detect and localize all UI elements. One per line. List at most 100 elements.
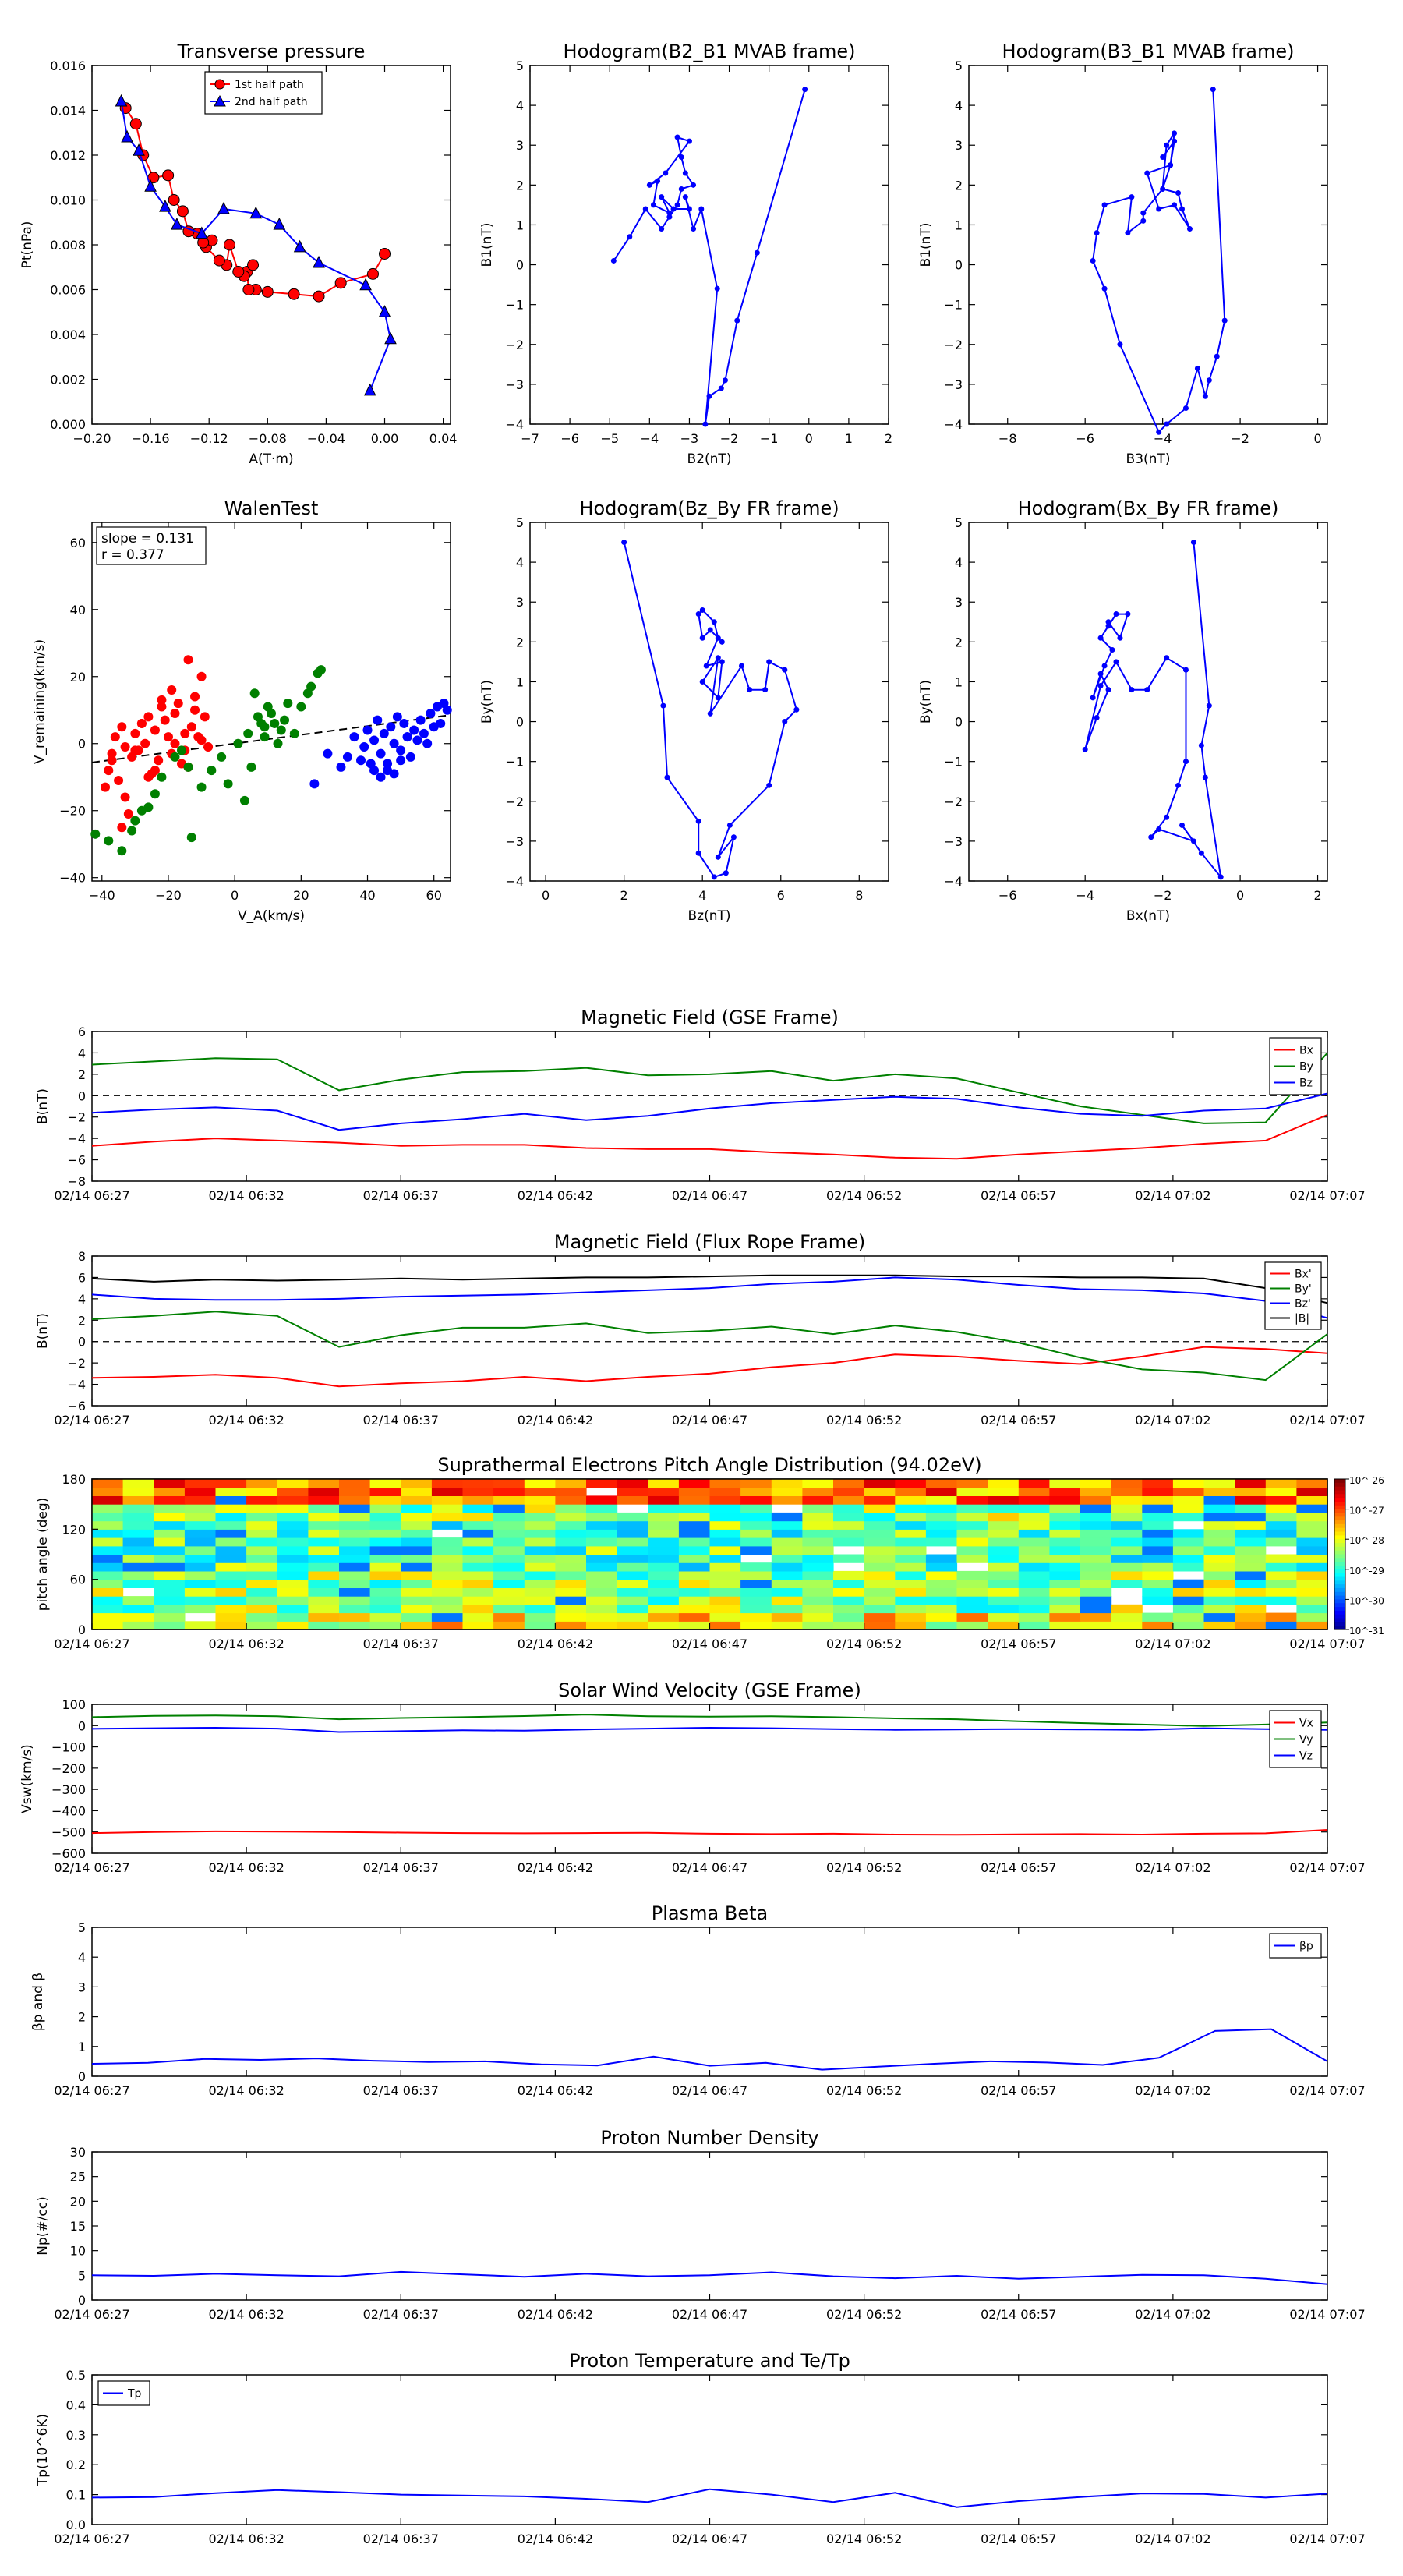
- pad-heatmap-cell: [648, 1487, 680, 1496]
- h4-hodogram-point: [1144, 687, 1150, 693]
- pad-heatmap-cell: [184, 1545, 217, 1555]
- mag_fr-xtick-label: 02/14 06:52: [826, 1413, 902, 1428]
- pad-heatmap-cell: [740, 1579, 772, 1588]
- walen-point-series-0: [140, 738, 150, 748]
- pad-heatmap-cell: [1142, 1562, 1174, 1572]
- mag_fr-legend-label: Bz': [1295, 1298, 1311, 1311]
- pad-heatmap-cell: [1265, 1612, 1297, 1622]
- pad-colorbar-segment: [1334, 1576, 1345, 1581]
- h3-hodogram-point: [664, 774, 670, 780]
- walen-ylabel: V_remaining(km/s): [32, 639, 48, 764]
- pad-colorbar-segment: [1334, 1502, 1345, 1506]
- pad-heatmap-cell: [586, 1529, 618, 1538]
- h2-ytick-label: 3: [955, 138, 963, 153]
- walen-point-series-1: [186, 833, 196, 843]
- pad-heatmap-cell: [308, 1621, 340, 1630]
- pad-heatmap-cell: [1265, 1512, 1297, 1522]
- pad-heatmap-cell: [524, 1562, 556, 1572]
- pad-heatmap-cell: [308, 1487, 340, 1496]
- pad-heatmap-cell: [956, 1596, 988, 1605]
- pad-colorbar-segment: [1334, 1498, 1345, 1502]
- pad-colorbar-segment: [1334, 1610, 1345, 1615]
- pad-heatmap-cell: [956, 1587, 988, 1597]
- h1-hodogram-point: [802, 87, 808, 93]
- tp_temp-xtick-label: 02/14 06:57: [981, 2532, 1056, 2546]
- pad-heatmap-cell: [1111, 1537, 1143, 1547]
- h1-hodogram-point: [706, 393, 712, 399]
- pad-heatmap-cell: [678, 1537, 711, 1547]
- tp_temp-ytick-label: 0.4: [66, 2397, 86, 2412]
- pad-heatmap-cell: [771, 1604, 803, 1614]
- h1-hodogram-point: [678, 154, 684, 161]
- pad-heatmap-cell: [1049, 1529, 1081, 1538]
- h3-ytick-label: −3: [505, 834, 524, 849]
- h1-xtick-label: −4: [641, 431, 659, 446]
- pad-heatmap-cell: [709, 1504, 741, 1513]
- pad-heatmap-cell: [1049, 1537, 1081, 1547]
- vsw-legend-label: Vz: [1299, 1750, 1313, 1763]
- mag_fr-title: Magnetic Field (Flux Rope Frame): [554, 1231, 865, 1253]
- pad-heatmap-cell: [1142, 1554, 1174, 1563]
- pad-heatmap-cell: [431, 1596, 464, 1605]
- pad-heatmap-cell: [154, 1512, 186, 1522]
- pad-heatmap-cell: [1142, 1587, 1174, 1597]
- pad-heatmap-cell: [617, 1512, 648, 1522]
- h3-ytick-label: 0: [516, 715, 524, 730]
- pad-colorbar-segment: [1334, 1550, 1345, 1555]
- pad-heatmap-cell: [493, 1520, 525, 1530]
- pad-heatmap-cell: [154, 1495, 186, 1505]
- vsw-ytick-label: −600: [51, 1846, 86, 1861]
- pad-heatmap-cell: [555, 1570, 587, 1580]
- pad-heatmap-cell: [1265, 1520, 1297, 1530]
- h2-hodogram-point: [1129, 194, 1135, 200]
- pad-heatmap-cell: [956, 1495, 988, 1505]
- pad-heatmap-cell: [215, 1479, 247, 1488]
- mag_gse-legend-label: Bx: [1299, 1045, 1313, 1057]
- mag_fr-ytick-label: −4: [67, 1378, 86, 1392]
- pad-heatmap-cell: [369, 1520, 401, 1530]
- h3-ytick-label: 1: [516, 674, 524, 689]
- h2-ytick-label: 4: [955, 98, 963, 113]
- mag_gse-xtick-label: 02/14 06:42: [518, 1188, 593, 1203]
- pad-heatmap-cell: [401, 1495, 433, 1505]
- beta-xtick-label: 02/14 07:07: [1289, 2083, 1365, 2098]
- pad-heatmap-cell: [493, 1495, 525, 1505]
- tp-point-first-half: [366, 267, 379, 280]
- pad-heatmap-cell: [339, 1612, 371, 1622]
- pad-heatmap-cell: [740, 1587, 772, 1597]
- pad-heatmap-cell: [1235, 1587, 1267, 1597]
- pad-heatmap-cell: [1080, 1579, 1112, 1588]
- pad-heatmap-cell: [369, 1596, 401, 1605]
- pad-heatmap-cell: [1111, 1545, 1143, 1555]
- np-xtick-label: 02/14 06:57: [981, 2307, 1056, 2322]
- walen-point-series-0: [196, 671, 207, 681]
- pad-heatmap-cell: [92, 1621, 124, 1630]
- pad-heatmap-cell: [1142, 1596, 1174, 1605]
- pad-heatmap-cell: [925, 1504, 958, 1513]
- tp-xtick-label: −0.12: [190, 431, 228, 446]
- pad-heatmap-cell: [1172, 1604, 1205, 1614]
- walen-point-series-2: [379, 728, 389, 738]
- mag_gse-plot-area: [91, 1031, 1328, 1182]
- tp-plot-area: [91, 65, 451, 425]
- mag_gse-legend-label: Bz: [1299, 1077, 1313, 1090]
- h1-ytick-label: 4: [516, 98, 524, 113]
- pad-xtick-label: 02/14 06:27: [54, 1637, 129, 1651]
- np-ytick-label: 30: [70, 2145, 86, 2160]
- h4-hodogram-point: [1175, 782, 1182, 788]
- beta-ytick-label: 2: [78, 2010, 86, 2025]
- tp-point-first-half: [162, 169, 175, 182]
- pad-colorbar-segment: [1334, 1543, 1345, 1548]
- pad-colorbar-segment: [1334, 1599, 1345, 1604]
- h1-hodogram-point: [663, 170, 669, 176]
- pad-colorbar-segment: [1334, 1516, 1345, 1521]
- pad-heatmap-cell: [833, 1512, 865, 1522]
- pad-heatmap-cell: [586, 1545, 618, 1555]
- pad-heatmap-cell: [277, 1612, 309, 1622]
- h4-xtick-label: −6: [998, 888, 1017, 903]
- pad-heatmap-cell: [709, 1579, 741, 1588]
- mag_gse-xtick-label: 02/14 06:32: [208, 1188, 284, 1203]
- pad-heatmap-cell: [956, 1479, 988, 1488]
- walen-ytick-label: −40: [59, 871, 86, 886]
- pad-heatmap-cell: [1049, 1504, 1081, 1513]
